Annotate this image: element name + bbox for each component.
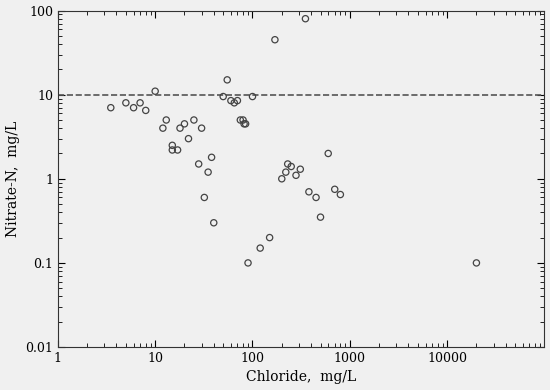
Y-axis label: Nitrate-N,  mg/L: Nitrate-N, mg/L — [6, 121, 20, 237]
Point — [230, 100, 239, 106]
Point — [227, 98, 235, 104]
Point — [151, 88, 160, 94]
Point — [175, 125, 184, 131]
Point — [277, 176, 286, 182]
Point — [472, 260, 481, 266]
Point — [248, 94, 257, 100]
Point — [282, 169, 290, 175]
Point — [316, 214, 325, 220]
Point — [136, 100, 145, 106]
Point — [122, 100, 130, 106]
Point — [141, 107, 150, 113]
Point — [173, 147, 182, 153]
Point — [184, 136, 193, 142]
Point — [129, 105, 138, 111]
Point — [312, 194, 321, 200]
Point — [301, 16, 310, 22]
Point — [324, 151, 333, 157]
Point — [197, 125, 206, 131]
Point — [292, 172, 300, 179]
Point — [168, 147, 177, 153]
Point — [190, 117, 199, 123]
Point — [331, 186, 339, 192]
Point — [305, 189, 314, 195]
Point — [239, 117, 248, 123]
Point — [287, 163, 295, 170]
Point — [336, 191, 345, 198]
Point — [283, 161, 292, 167]
Point — [296, 166, 305, 172]
Point — [223, 77, 232, 83]
X-axis label: Chloride,  mg/L: Chloride, mg/L — [246, 370, 356, 385]
Point — [162, 117, 170, 123]
Point — [204, 169, 212, 175]
Point — [236, 117, 245, 123]
Point — [240, 121, 249, 127]
Point — [256, 245, 265, 251]
Point — [210, 220, 218, 226]
Point — [100, 357, 109, 363]
Point — [200, 194, 209, 200]
Point — [180, 121, 189, 127]
Point — [271, 37, 279, 43]
Point — [244, 260, 252, 266]
Point — [219, 94, 228, 100]
Point — [241, 121, 250, 127]
Point — [106, 105, 115, 111]
Point — [207, 154, 216, 160]
Point — [194, 161, 203, 167]
Point — [265, 234, 274, 241]
Point — [168, 142, 177, 149]
Point — [158, 125, 167, 131]
Point — [233, 98, 242, 104]
